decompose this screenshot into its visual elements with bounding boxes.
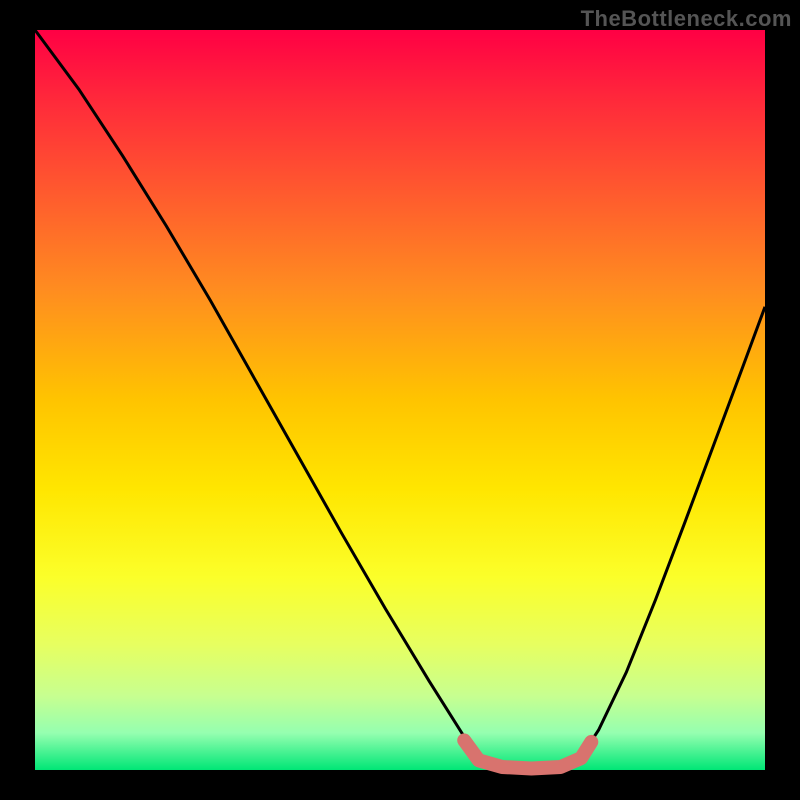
bottleneck-curve-chart [0, 0, 800, 800]
plot-background-gradient [35, 30, 765, 770]
watermark-text: TheBottleneck.com [581, 6, 792, 32]
